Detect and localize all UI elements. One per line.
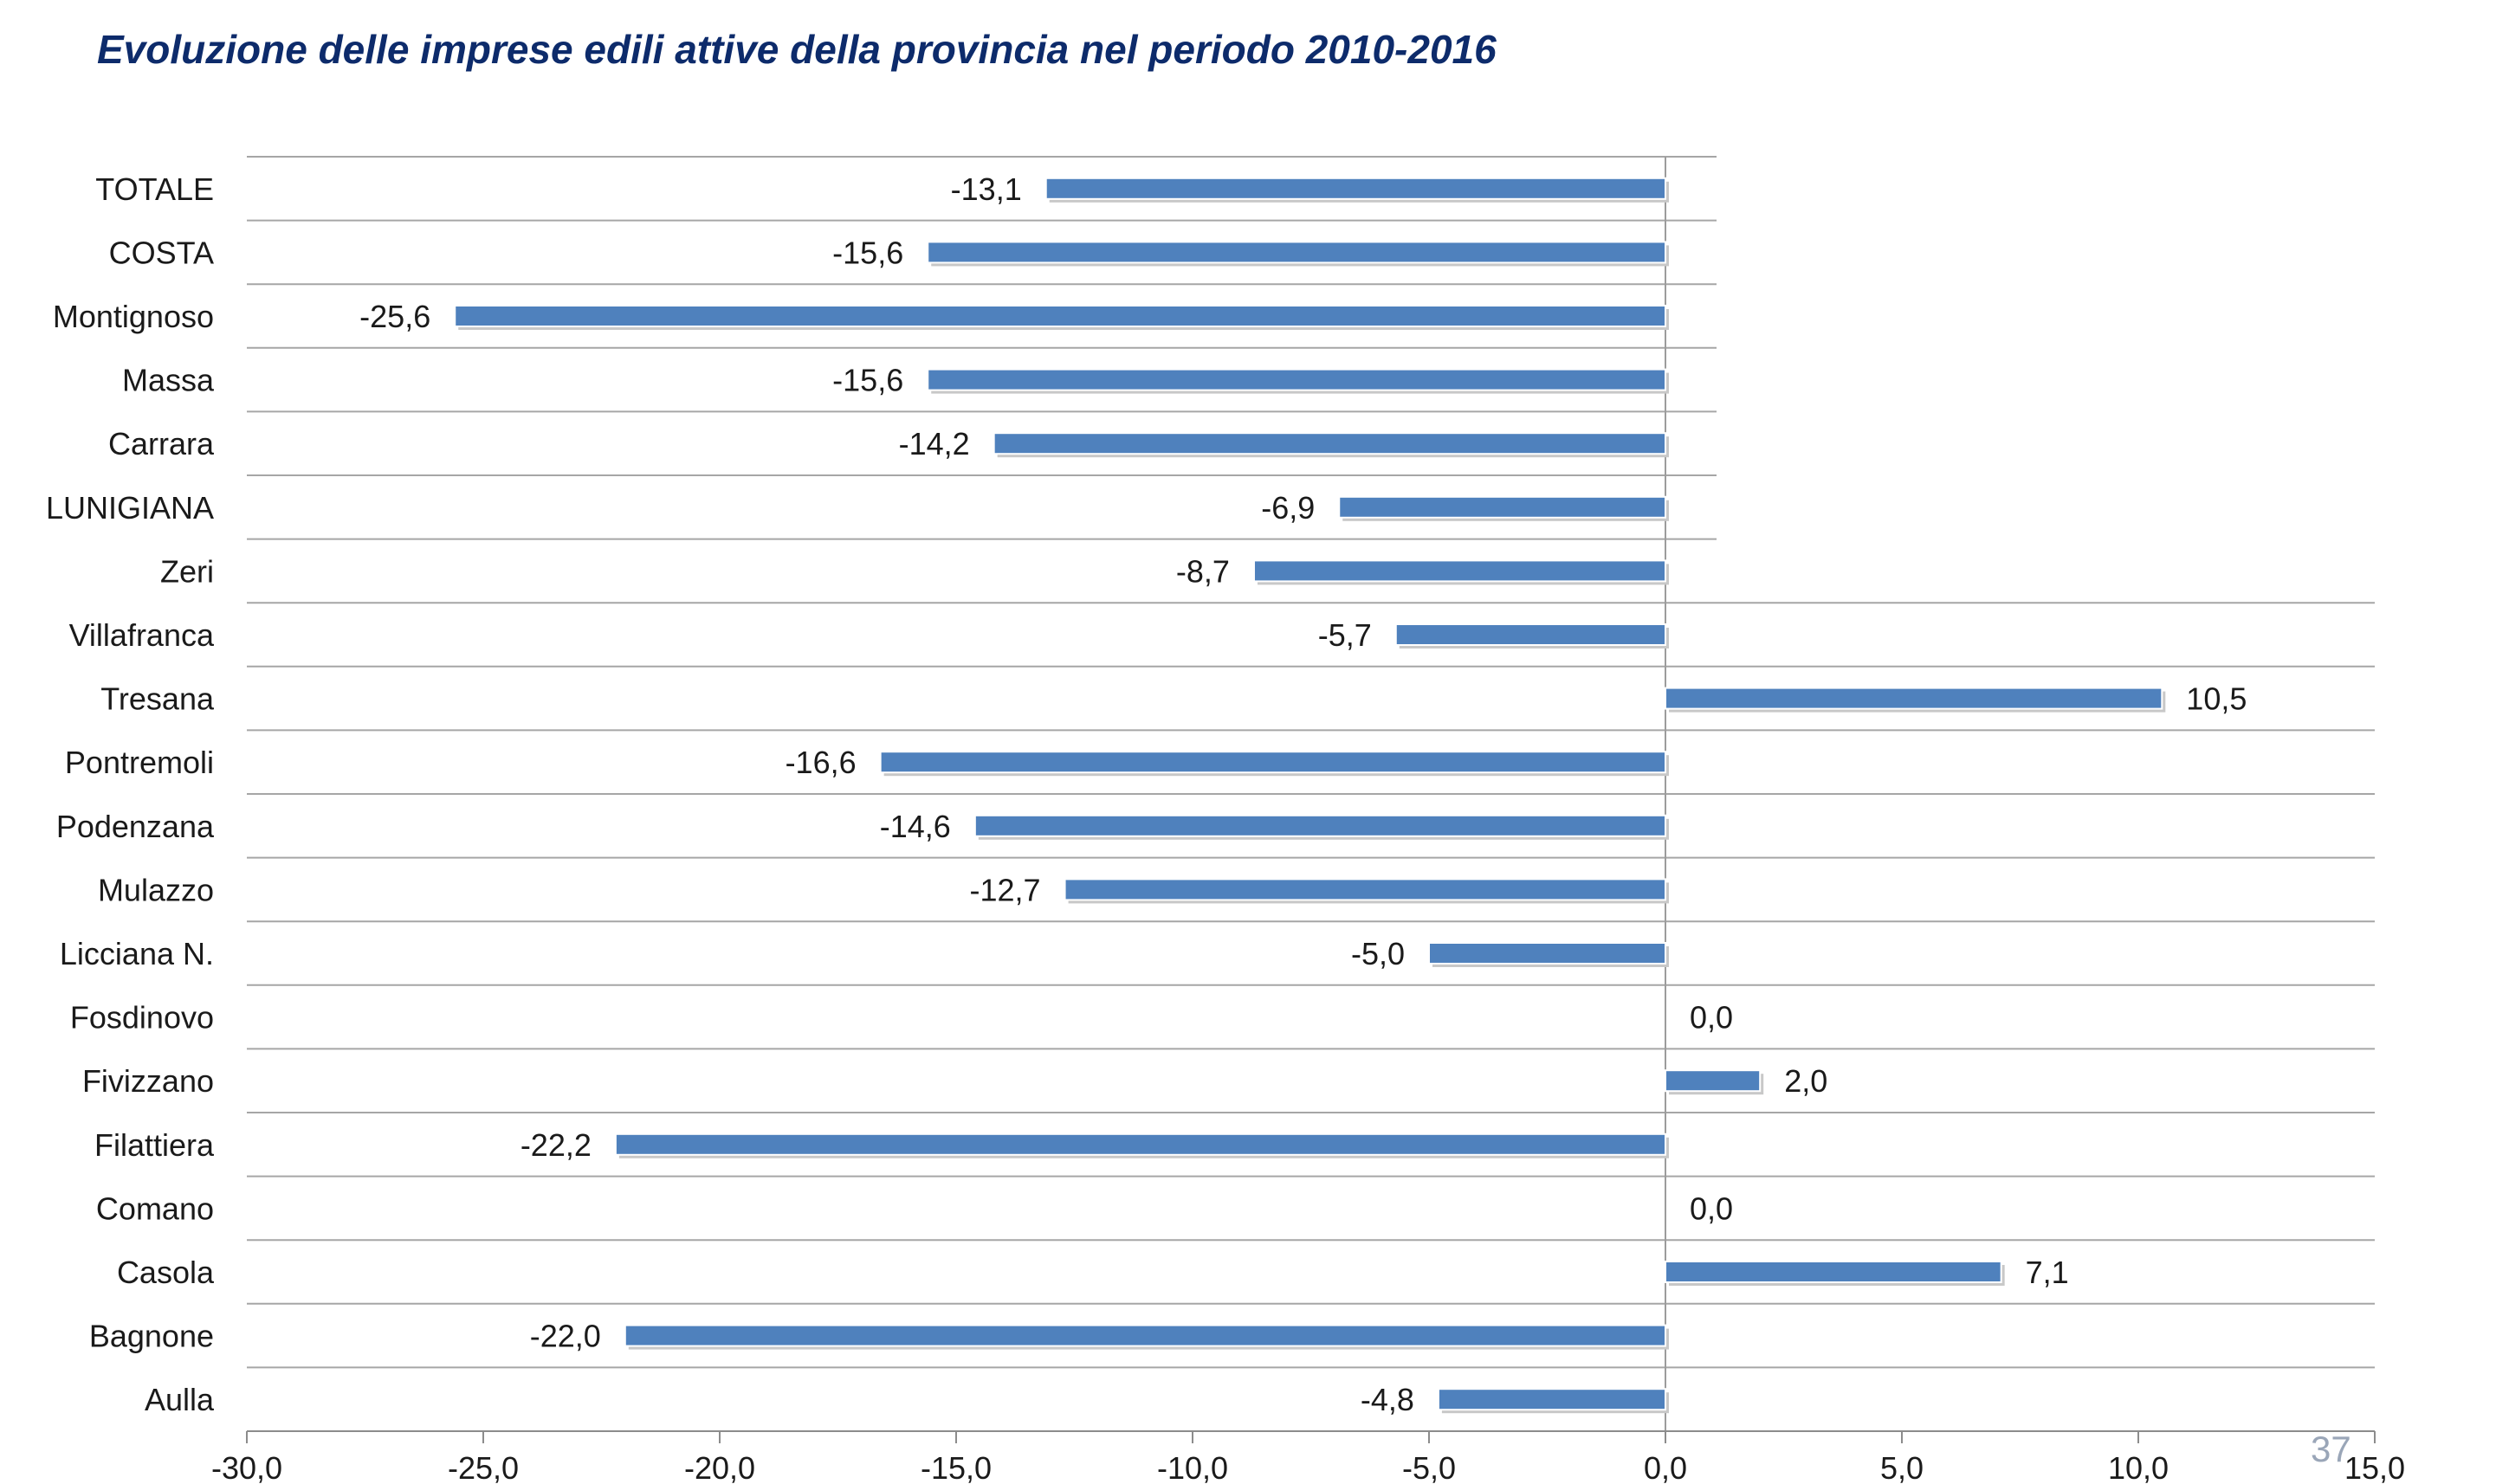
data-label: 0,0 xyxy=(1690,1000,1733,1036)
bar xyxy=(1064,878,1666,901)
data-label: -5,0 xyxy=(1351,936,1405,971)
data-label: -22,2 xyxy=(521,1127,592,1163)
bar xyxy=(993,432,1667,455)
bar xyxy=(1338,495,1666,519)
category-label: Mulazzo xyxy=(98,872,214,907)
category-label: Casola xyxy=(117,1255,215,1290)
data-label: -14,2 xyxy=(899,426,970,461)
bar xyxy=(454,305,1666,327)
x-tick-label: -15,0 xyxy=(921,1450,992,1484)
x-tick-label: -5,0 xyxy=(1402,1450,1456,1484)
bar xyxy=(1428,942,1666,965)
x-tick-label: -10,0 xyxy=(1157,1450,1228,1484)
category-label: Tresana xyxy=(100,681,215,717)
x-tick-label: -30,0 xyxy=(211,1450,282,1484)
data-label: 7,1 xyxy=(2026,1255,2069,1290)
bar xyxy=(1665,687,2163,710)
category-label: LUNIGIANA xyxy=(46,490,214,526)
data-label: -6,9 xyxy=(1261,490,1315,526)
x-tick-label: 5,0 xyxy=(1880,1450,1924,1484)
category-label: Pontremoli xyxy=(65,745,214,780)
bar xyxy=(1252,559,1666,583)
category-label: Filattiera xyxy=(94,1127,215,1163)
bar xyxy=(927,241,1666,264)
data-label: -8,7 xyxy=(1176,553,1230,589)
bar xyxy=(614,1132,1666,1156)
x-tick-label: -20,0 xyxy=(684,1450,755,1484)
data-label: -25,6 xyxy=(359,299,430,334)
x-tick-label: -25,0 xyxy=(448,1450,519,1484)
category-label: Licciana N. xyxy=(60,936,214,971)
data-label: -22,0 xyxy=(530,1319,601,1354)
category-label: Villafranca xyxy=(69,617,215,653)
bar xyxy=(624,1324,1666,1347)
category-label: Bagnone xyxy=(89,1319,214,1354)
data-label: -15,6 xyxy=(832,235,903,270)
category-label: Montignoso xyxy=(53,299,214,334)
bar xyxy=(1665,1069,1762,1093)
data-label: -14,6 xyxy=(880,809,951,844)
page-number: 37 xyxy=(2311,1429,2351,1469)
bar xyxy=(879,751,1666,774)
bar xyxy=(973,814,1666,837)
bar xyxy=(1394,623,1667,646)
bar xyxy=(927,368,1666,391)
data-label: -16,6 xyxy=(786,745,857,780)
category-label: Aulla xyxy=(145,1382,215,1417)
category-label: Fivizzano xyxy=(82,1063,214,1099)
data-label: -13,1 xyxy=(951,171,1022,207)
data-label: 2,0 xyxy=(1784,1063,1827,1099)
category-label: Fosdinovo xyxy=(70,1000,214,1036)
category-label: Zeri xyxy=(160,553,214,589)
bar xyxy=(1044,177,1666,200)
category-label: Carrara xyxy=(108,426,215,461)
x-tick-label: 10,0 xyxy=(2108,1450,2169,1484)
x-tick-label: 0,0 xyxy=(1644,1450,1687,1484)
category-label: Podenzana xyxy=(56,809,215,844)
data-label: -12,7 xyxy=(970,872,1041,907)
bar xyxy=(1437,1388,1667,1411)
data-label: -15,6 xyxy=(832,363,903,398)
category-label: COSTA xyxy=(109,235,214,270)
data-label: 10,5 xyxy=(2186,681,2247,717)
category-label: Massa xyxy=(122,363,215,398)
bar xyxy=(1665,1261,2002,1283)
category-label: TOTALE xyxy=(95,171,214,207)
data-label: 0,0 xyxy=(1690,1190,1733,1226)
x-tick-label: 15,0 xyxy=(2344,1450,2405,1484)
category-label: Comano xyxy=(96,1190,214,1226)
data-label: -5,7 xyxy=(1318,617,1372,653)
chart-title: Evoluzione delle imprese edili attive de… xyxy=(97,27,1497,72)
data-label: -4,8 xyxy=(1361,1382,1414,1417)
